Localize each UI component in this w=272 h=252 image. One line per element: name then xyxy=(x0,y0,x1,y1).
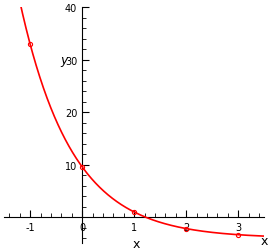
Text: y: y xyxy=(60,54,68,67)
Text: x: x xyxy=(261,234,268,247)
Text: x: x xyxy=(132,237,140,250)
